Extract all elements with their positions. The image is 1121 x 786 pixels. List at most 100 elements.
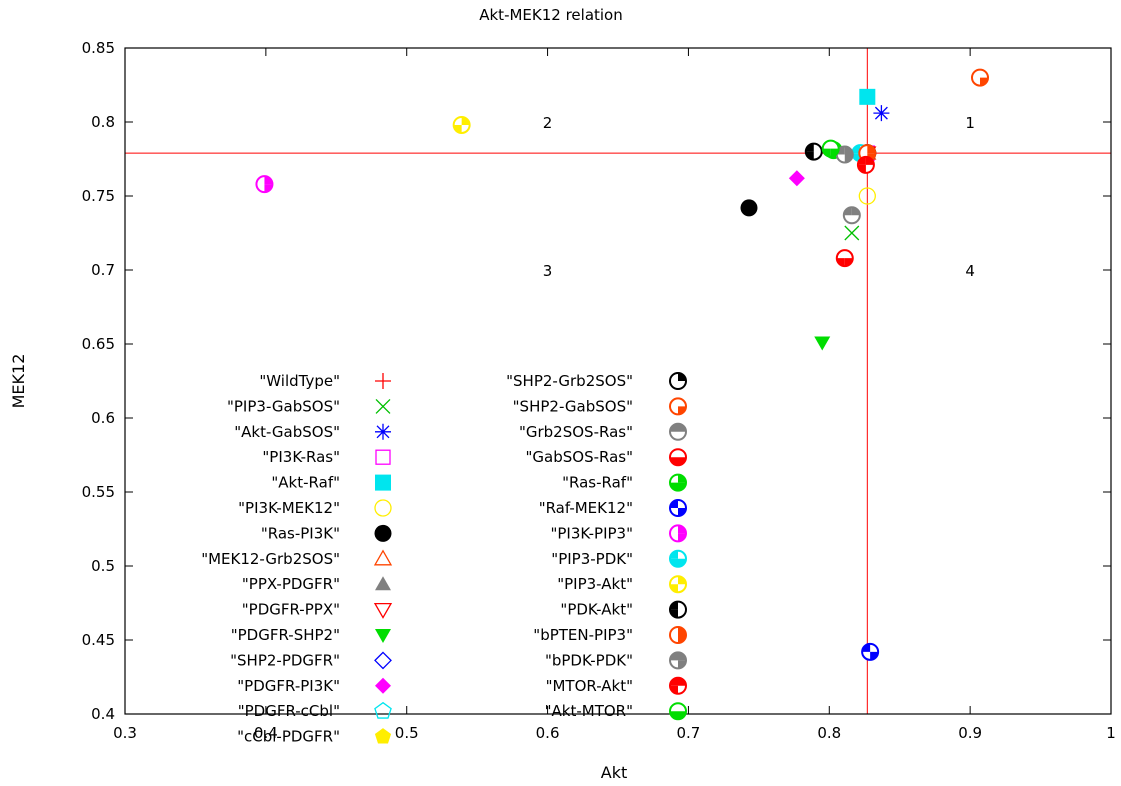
y-tick-label: 0.6 (91, 409, 115, 427)
y-tick-label: 0.45 (82, 631, 115, 649)
legend-marker (374, 499, 392, 517)
legend-marker (375, 373, 391, 389)
legend-label: "PDK-Akt" (560, 601, 633, 619)
chart-title: Akt-MEK12 relation (479, 6, 623, 24)
legend-label: "Raf-MEK12" (539, 499, 633, 517)
y-tick-label: 0.65 (82, 335, 115, 353)
legend: "WildType" "PIP3-GabSOS" "Akt-GabSOS" "PI3K… (201, 372, 687, 746)
legend-marker (669, 626, 687, 644)
legend-label: "PIP3-PDK" (551, 550, 633, 568)
quadrant-label: 2 (543, 114, 553, 132)
legend-entry: "cCbl-PDGFR" (237, 728, 392, 746)
legend-entry: "MTOR-Akt" (546, 676, 687, 695)
legend-marker (669, 549, 687, 568)
legend-label: "Ras-Raf" (562, 474, 633, 492)
quadrant-label: 4 (965, 262, 975, 280)
x-tick-label: 0.4 (254, 724, 278, 742)
legend-label: "PIP3-Akt" (557, 575, 633, 593)
legend-entry: "PDGFR-cCbl" (238, 701, 392, 720)
legend-entry: "bPTEN-PIP3" (533, 626, 687, 644)
data-point (804, 142, 823, 161)
legend-marker (669, 600, 687, 619)
legend-marker (669, 575, 687, 594)
legend-label: "PI3K-Ras" (262, 448, 340, 466)
legend-entry: "PIP3-Akt" (557, 575, 687, 594)
legend-entry: "Ras-Raf" (562, 473, 687, 492)
x-axis-title: Akt (601, 763, 627, 782)
legend-entry: "Akt-Raf" (271, 474, 391, 492)
legend-label: "SHP2-Grb2SOS" (506, 372, 633, 390)
legend-label: "PIP3-GabSOS" (227, 397, 340, 415)
x-tick-label: 0.7 (676, 724, 700, 742)
data-point (821, 139, 840, 158)
legend-entry: "Akt-GabSOS" (234, 423, 391, 441)
legend-marker (669, 397, 687, 416)
legend-entry: "PI3K-MEK12" (238, 499, 392, 517)
y-tick-label: 0.5 (91, 557, 115, 575)
legend-marker (375, 474, 391, 491)
y-tick-label: 0.8 (91, 113, 115, 131)
legend-entry: "Raf-MEK12" (539, 499, 687, 517)
data-point (873, 105, 890, 122)
data-point (452, 115, 471, 134)
legend-marker (669, 676, 687, 695)
legend-entry: "SHP2-PDGFR" (230, 651, 392, 669)
legend-marker (375, 423, 391, 440)
legend-entry: "PI3K-Ras" (262, 448, 391, 466)
quadrant-label: 1 (965, 114, 975, 132)
legend-entry: "GabSOS-Ras" (526, 448, 687, 467)
legend-marker (374, 701, 392, 719)
data-point (740, 199, 758, 217)
legend-label: "SHP2-GabSOS" (513, 397, 633, 415)
legend-entry: "SHP2-Grb2SOS" (506, 372, 687, 390)
legend-entry: "PDK-Akt" (560, 600, 687, 619)
data-point (856, 155, 875, 174)
legend-label: "Akt-GabSOS" (234, 423, 340, 441)
legend-entry: "Grb2SOS-Ras" (519, 422, 687, 441)
y-tick-label: 0.85 (82, 39, 115, 57)
data-point (835, 249, 854, 268)
legend-entry: "MEK12-Grb2SOS" (201, 549, 393, 568)
legend-label: "PPX-PDGFR" (242, 575, 340, 593)
legend-marker (373, 549, 393, 566)
legend-marker (669, 473, 687, 492)
legend-label: "GabSOS-Ras" (526, 448, 634, 466)
legend-entry: "Ras-PI3K" (261, 524, 392, 542)
legend-label: "cCbl-PDGFR" (237, 728, 340, 746)
x-tick-label: 1 (1106, 724, 1116, 742)
x-tick-label: 0.8 (817, 724, 841, 742)
legend-entry: "bPDK-PDK" (545, 651, 687, 670)
legend-label: "Grb2SOS-Ras" (519, 423, 633, 441)
x-tick-label: 0.5 (395, 724, 419, 742)
legend-entry: "Akt-MTOR" (545, 702, 687, 721)
legend-label: "Akt-MTOR" (545, 702, 633, 720)
legend-label: "SHP2-PDGFR" (230, 651, 340, 669)
data-point (844, 225, 860, 241)
legend-marker (375, 677, 391, 694)
data-point (971, 68, 990, 87)
y-tick-label: 0.4 (91, 705, 115, 723)
legend-marker (669, 372, 687, 390)
legend-entry: "PDGFR-PPX" (242, 601, 393, 619)
quadrant-label: 3 (543, 262, 553, 280)
data-point (858, 187, 876, 205)
legend-marker (375, 398, 391, 414)
legend-marker (375, 576, 391, 591)
legend-label: "Akt-Raf" (271, 474, 340, 492)
legend-label: "bPTEN-PIP3" (533, 626, 633, 644)
y-axis-title: MEK12 (9, 354, 28, 409)
legend-marker (669, 702, 687, 721)
data-point (255, 175, 274, 194)
data-point (859, 88, 876, 105)
plot-frame (124, 47, 1112, 715)
legend-marker (374, 728, 392, 744)
legend-marker (669, 499, 687, 517)
legend-entry: "PPX-PDGFR" (242, 575, 391, 593)
legend-marker (669, 448, 687, 467)
legend-entry: "SHP2-GabSOS" (513, 397, 687, 416)
legend-label: "MEK12-Grb2SOS" (201, 550, 340, 568)
legend-marker (373, 602, 393, 619)
x-tick-label: 0.9 (958, 724, 982, 742)
